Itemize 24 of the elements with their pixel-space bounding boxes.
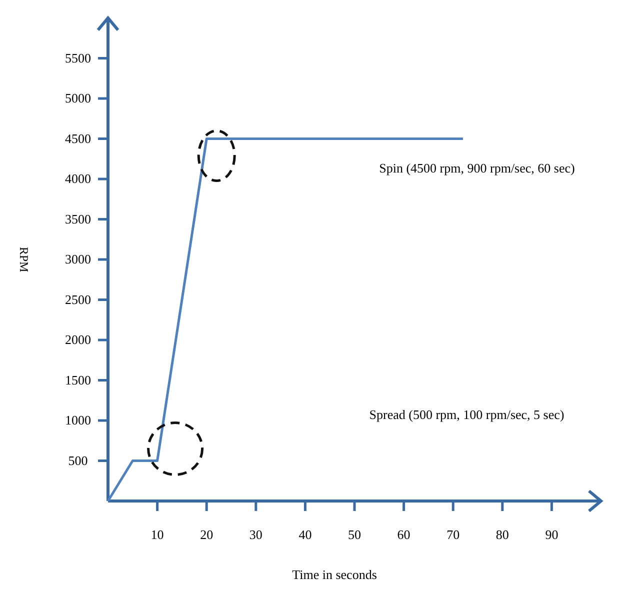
y-tick-label: 4000 — [65, 171, 91, 186]
y-tick-label: 3500 — [65, 211, 91, 226]
x-tick-label: 90 — [545, 527, 558, 542]
annotation: Spin (4500 rpm, 900 rpm/sec, 60 sec) — [379, 160, 575, 176]
x-axis-title: Time in seconds — [292, 567, 377, 582]
y-tick-label: 5000 — [65, 90, 91, 106]
x-tick-label: 80 — [496, 527, 509, 542]
x-tick-label: 70 — [446, 527, 460, 542]
x-tick-label: 50 — [348, 527, 361, 542]
x-tick-label: 40 — [298, 527, 312, 542]
y-tick-label: 4500 — [65, 130, 91, 146]
x-tick-label: 60 — [397, 527, 410, 542]
annotation: Spread (500 rpm, 100 rpm/sec, 5 sec) — [369, 406, 564, 422]
y-tick-label: 2500 — [65, 292, 91, 307]
x-tick-label: 10 — [150, 527, 164, 542]
y-tick-label: 1000 — [65, 412, 91, 428]
x-tick-label: 30 — [249, 527, 262, 542]
x-tick-label: 20 — [200, 527, 214, 542]
y-tick-label: 5500 — [65, 50, 91, 66]
y-tick-label: 1500 — [65, 372, 91, 388]
y-axis-title: RPM — [17, 246, 31, 272]
y-tick-label: 2000 — [65, 332, 91, 347]
y-tick-label: 3000 — [65, 252, 91, 266]
y-tick-label: 500 — [68, 452, 88, 468]
